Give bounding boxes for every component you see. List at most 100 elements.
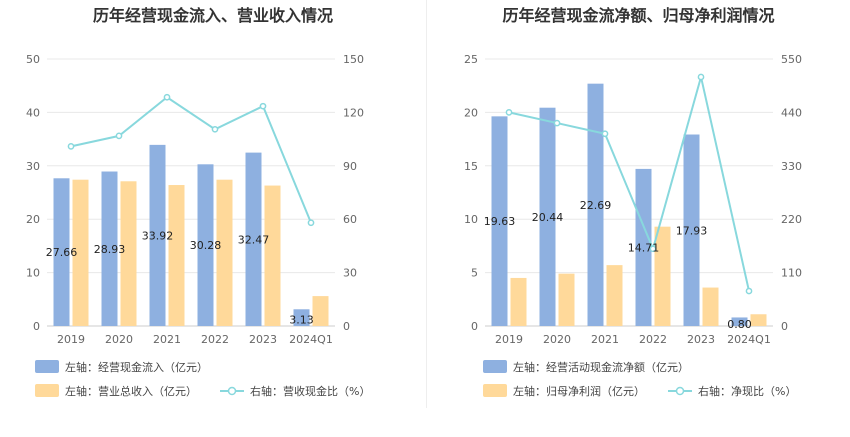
chart1-data-label: 3.13 <box>289 313 314 326</box>
chart2-data-label: 19.63 <box>484 215 516 228</box>
chart1-data-label: 28.93 <box>94 243 126 256</box>
chart1-bar-primary <box>53 178 70 326</box>
chart2-y-right-tick: 220 <box>781 213 802 226</box>
chart2-line-point <box>553 119 561 127</box>
chart2-line-point <box>601 130 609 138</box>
chart2-legend-label: 左轴：归母净利润（亿元） <box>513 384 645 398</box>
chart2-legend-label: 左轴：经营活动现金流净额（亿元） <box>513 360 689 374</box>
chart1-title: 历年经营现金流入、营业收入情况 <box>92 6 333 25</box>
chart1-y-right-tick: 0 <box>343 320 350 333</box>
chart1-data-label: 33.92 <box>142 229 174 242</box>
chart1-y-left-tick: 0 <box>33 320 40 333</box>
chart1-y-left-tick: 30 <box>26 160 40 173</box>
chart2-line-point <box>697 73 705 81</box>
chart2-x-tick: 2024Q1 <box>727 333 771 346</box>
chart1-bar-primary <box>245 152 262 326</box>
chart1-y-right-tick: 60 <box>343 213 357 226</box>
chart1-y-left-tick: 40 <box>26 106 40 119</box>
chart2-line-series <box>508 76 750 292</box>
chart2-bar-primary <box>539 107 556 326</box>
chart2-line-point <box>649 245 657 253</box>
chart1-legend-swatch <box>35 384 59 397</box>
chart1-legend-label: 左轴：营业总收入（亿元） <box>65 384 197 398</box>
chart2-data-label: 17.93 <box>676 224 708 237</box>
chart2-x-tick: 2022 <box>639 333 667 346</box>
chart2-legend-label: 右轴：净现比（%） <box>698 384 796 398</box>
chart1-legend-swatch <box>35 360 59 373</box>
chart1-bar-primary <box>197 164 214 326</box>
chart1-line-point <box>67 143 75 150</box>
chart2-x-tick: 2023 <box>687 333 715 346</box>
chart2-bar-secondary <box>750 314 767 326</box>
chart1-legend-marker <box>227 386 237 396</box>
chart2-bar-secondary <box>702 287 719 326</box>
chart1-x-tick: 2023 <box>249 333 277 346</box>
chart2-legend-marker <box>675 386 685 396</box>
panel-divider <box>426 0 427 408</box>
chart2-bar-secondary <box>654 226 671 326</box>
chart2-bar-primary <box>587 83 604 326</box>
chart1-line-point <box>307 219 315 227</box>
chart2-legend-swatch <box>483 360 507 373</box>
chart2-y-right-tick: 550 <box>781 53 802 66</box>
chart1-bar-secondary <box>168 185 185 326</box>
chart2-bar-secondary <box>510 277 527 326</box>
chart2-bar-secondary <box>606 265 623 326</box>
chart2-data-label: 20.44 <box>532 211 564 224</box>
chart2-data-label: 22.69 <box>580 199 612 212</box>
chart1-bar-secondary <box>120 181 137 326</box>
chart2-bar-primary <box>635 168 652 326</box>
chart1-legend-label: 右轴：营收现金比（%） <box>250 384 370 398</box>
chart1-y-left-tick: 50 <box>26 53 40 66</box>
chart1-bar-primary <box>293 309 310 326</box>
chart1-data-label: 32.47 <box>238 233 270 246</box>
chart1-data-label: 27.66 <box>46 246 78 259</box>
chart1-y-right-tick: 90 <box>343 160 357 173</box>
chart1-y-right-tick: 150 <box>343 53 364 66</box>
chart2-y-right-tick: 440 <box>781 106 802 119</box>
chart2-bar-primary <box>683 134 700 326</box>
chart1-bar-secondary <box>72 179 89 326</box>
chart1-bar-secondary <box>264 185 281 326</box>
chart1-x-tick: 2024Q1 <box>289 333 333 346</box>
chart2-data-label: 0.80 <box>727 318 752 331</box>
chart1-bar-secondary <box>216 179 233 326</box>
chart2-line-point <box>505 109 513 116</box>
chart2-x-tick: 2020 <box>543 333 571 346</box>
chart1-y-left-tick: 20 <box>26 213 40 226</box>
chart1-line-point <box>163 93 171 101</box>
chart2-y-left-tick: 0 <box>471 320 478 333</box>
chart2-y-right-tick: 330 <box>781 160 802 173</box>
chart2-line-point <box>745 287 753 295</box>
chart1-bar-primary <box>101 171 118 326</box>
chart2-data-label: 14.71 <box>628 241 660 254</box>
chart1-x-tick: 2022 <box>201 333 229 346</box>
chart2-title: 历年经营现金流净额、归母净利润情况 <box>502 6 775 25</box>
chart2-x-tick: 2019 <box>495 333 523 346</box>
chart1-line-point <box>211 125 219 133</box>
chart1-bar-secondary <box>312 296 329 326</box>
chart1-y-right-tick: 30 <box>343 267 357 280</box>
chart1-x-tick: 2020 <box>105 333 133 346</box>
chart1-bar-primary <box>149 144 166 326</box>
chart2-y-left-tick: 10 <box>464 213 478 226</box>
chart1-line-point <box>259 102 267 110</box>
chart1-y-left-tick: 10 <box>26 267 40 280</box>
chart2-y-left-tick: 20 <box>464 106 478 119</box>
chart2-y-left-tick: 15 <box>464 160 478 173</box>
chart2-bar-primary <box>491 116 508 327</box>
chart1-legend-label: 左轴：经营现金流入（亿元） <box>65 360 208 374</box>
chart1-data-label: 30.28 <box>190 239 222 252</box>
chart2-y-right-tick: 0 <box>781 320 788 333</box>
chart2-y-left-tick: 25 <box>464 53 478 66</box>
chart1-y-right-tick: 120 <box>343 106 364 119</box>
chart2-y-right-tick: 110 <box>781 267 802 280</box>
chart2-bar-primary <box>731 317 748 326</box>
chart2-y-left-tick: 5 <box>471 267 478 280</box>
chart2-x-tick: 2021 <box>591 333 619 346</box>
chart1-x-tick: 2021 <box>153 333 181 346</box>
chart2-legend-swatch <box>483 384 507 397</box>
chart2-bar-secondary <box>558 273 575 326</box>
chart1-x-tick: 2019 <box>57 333 85 346</box>
